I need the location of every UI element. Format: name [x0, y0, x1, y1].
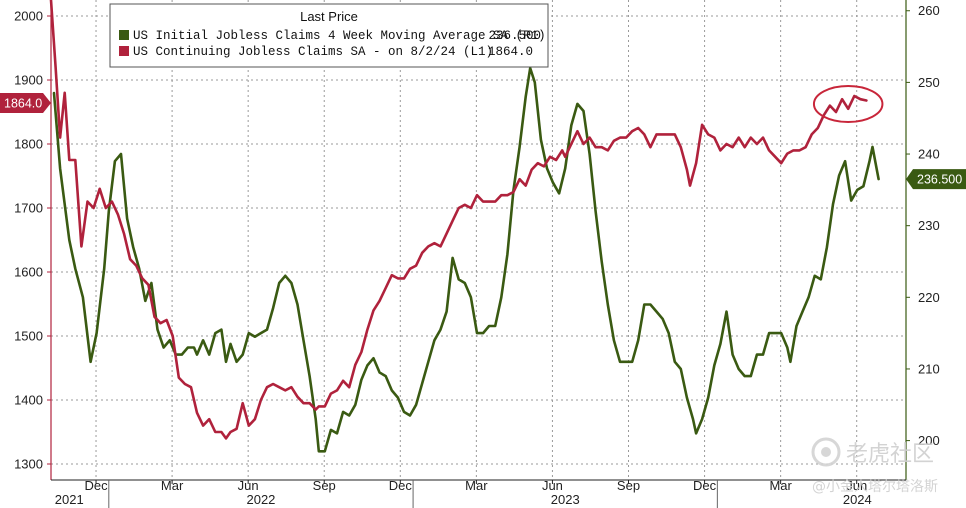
x-month-label: Jun	[846, 478, 867, 493]
right-axis-ticks: 260 250 240 230 220 210 200	[906, 3, 940, 448]
x-axis-ticks: Dec Mar Jun Sep Dec Mar Jun Sep Dec Mar Jun 2021 202…	[55, 478, 872, 508]
left-last-value-tag: 1864.0	[0, 93, 51, 114]
right-tick-label: 200	[918, 433, 940, 448]
watermark: 老虎社区 @小金人塔尔塔洛斯	[811, 437, 938, 495]
x-month-label: Dec	[84, 478, 108, 493]
x-month-label: Dec	[693, 478, 717, 493]
grid-lines	[51, 0, 906, 480]
x-month-label: Jun	[238, 478, 259, 493]
x-month-label: Sep	[617, 478, 640, 493]
right-tick-label: 240	[918, 147, 940, 162]
x-year-label: 2023	[551, 492, 580, 507]
x-month-label: Mar	[161, 478, 184, 493]
x-month-label: Jun	[542, 478, 563, 493]
watermark-logo-icon	[811, 437, 841, 467]
legend-value-continuing-claims: 1864.0	[488, 45, 533, 59]
legend-swatch-initial-claims	[119, 30, 129, 40]
right-last-value-tag-shape	[906, 169, 966, 190]
right-tick-label: 220	[918, 290, 940, 305]
x-month-label: Sep	[313, 478, 336, 493]
series-layer	[49, 0, 880, 453]
x-month-label: Dec	[389, 478, 413, 493]
left-tick-label: 1300	[14, 457, 43, 472]
legend-box	[109, 3, 549, 68]
left-axis-ticks: 2000 1900 1800 1700 1600 1500 1400 1300	[14, 9, 51, 472]
legend: Last Price US Initial Jobless Claims 4 W…	[109, 3, 549, 68]
legend-value-initial-claims: 236.500	[488, 29, 541, 43]
left-tick-label: 2000	[14, 9, 43, 24]
right-last-value-tag: 236.500	[906, 169, 966, 190]
left-last-value-tag-shape	[0, 93, 51, 114]
annotation-layer	[812, 85, 884, 123]
legend-label-continuing-claims: US Continuing Jobless Claims SA - on 8/2…	[133, 45, 493, 59]
x-month-label: Mar	[769, 478, 792, 493]
right-last-value-tag-text: 236.500	[917, 173, 962, 187]
x-year-label: 2022	[246, 492, 275, 507]
series-line-continuing-claims	[49, 0, 868, 440]
left-tick-label: 1500	[14, 329, 43, 344]
left-tick-label: 1600	[14, 265, 43, 280]
legend-label-initial-claims: US Initial Jobless Claims 4 Week Moving …	[133, 29, 546, 43]
watermark-text: 老虎社区	[846, 442, 934, 467]
annotation-circle	[812, 85, 884, 123]
legend-title: Last Price	[300, 9, 358, 24]
left-last-value-tag-text: 1864.0	[4, 97, 42, 111]
x-year-label: 2021	[55, 492, 84, 507]
legend-swatch-continuing-claims	[119, 46, 129, 56]
x-year-label: 2024	[843, 492, 872, 507]
right-tick-label: 250	[918, 75, 940, 90]
left-tick-label: 1700	[14, 201, 43, 216]
left-tick-label: 1400	[14, 393, 43, 408]
right-tick-label: 230	[918, 218, 940, 233]
watermark-subtext: @小金人塔尔塔洛斯	[812, 479, 938, 495]
left-tick-label: 1800	[14, 137, 43, 152]
left-tick-label: 1900	[14, 73, 43, 88]
series-line-initial-claims	[52, 66, 880, 453]
right-tick-label: 260	[918, 3, 940, 18]
right-tick-label: 210	[918, 361, 940, 376]
x-month-label: Mar	[465, 478, 488, 493]
